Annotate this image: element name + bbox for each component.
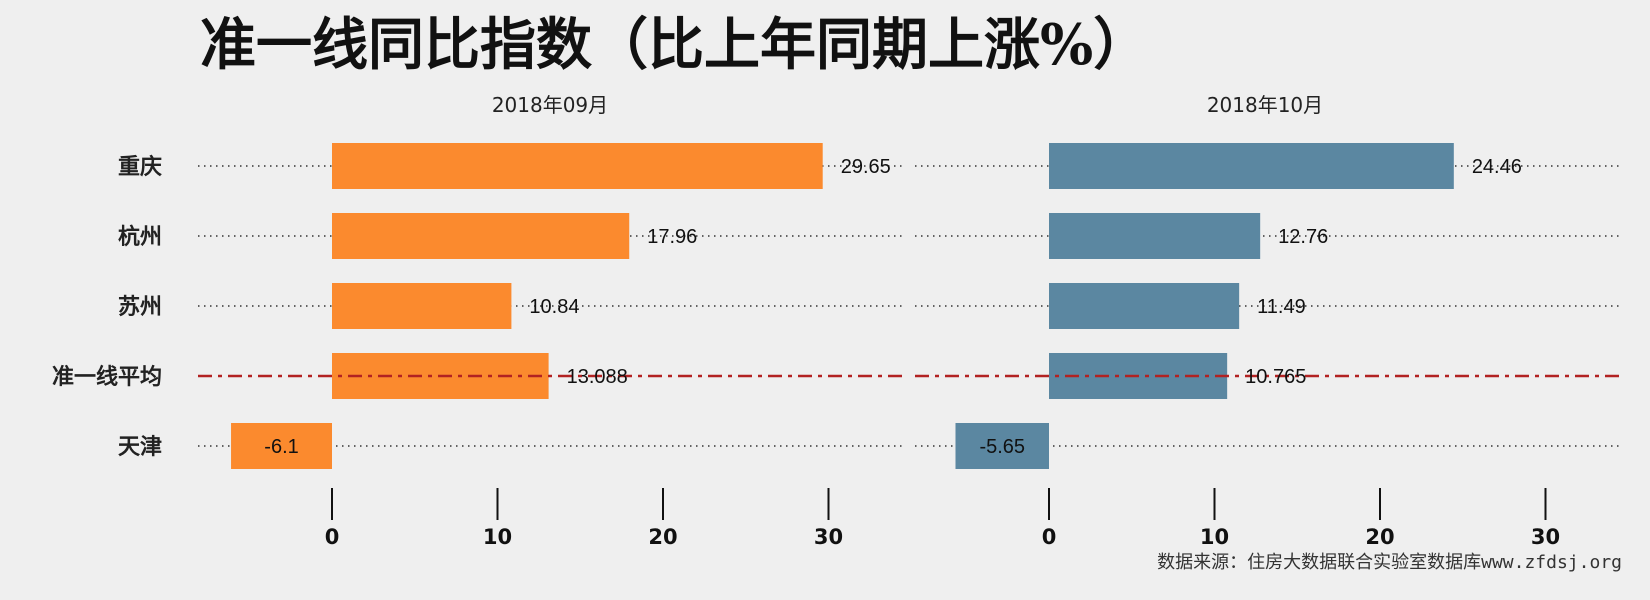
x-tick-label: 0: [325, 525, 340, 549]
category-label: 重庆: [118, 154, 162, 180]
value-label: 17.96: [647, 226, 697, 248]
x-tick-label: 10: [1200, 525, 1229, 549]
x-tick-label: 20: [648, 525, 677, 549]
panel-title: 2018年09月: [492, 93, 608, 117]
panel-2: 2018年10月 24.46 12.76 11.49 10.765 -5.65 0 10 20 3…: [915, 93, 1622, 549]
value-label: 11.49: [1257, 296, 1306, 318]
panel-1: 2018年09月 29.65 17.96 10.84 13.088 -6.1 0 10 20 30: [198, 93, 905, 549]
bar: [1049, 213, 1261, 259]
bar: [1049, 143, 1454, 189]
value-label: 29.65: [841, 156, 891, 178]
value-label: -6.1: [264, 436, 298, 458]
value-label: 13.088: [567, 366, 628, 388]
source-note: 数据来源：住房大数据联合实验室数据库www.zfdsj.org: [1157, 552, 1622, 573]
value-label: 24.46: [1472, 156, 1522, 178]
value-label: 10.84: [529, 296, 579, 318]
panel-title: 2018年10月: [1207, 93, 1323, 117]
category-label: 天津: [118, 434, 162, 460]
bar: [332, 283, 512, 329]
value-label: -5.65: [979, 436, 1025, 458]
category-label: 苏州: [118, 294, 162, 320]
bar: [332, 213, 630, 259]
bar: [332, 143, 823, 189]
x-tick-label: 30: [1531, 525, 1560, 549]
x-tick-label: 20: [1365, 525, 1394, 549]
category-label: 准一线平均: [52, 364, 162, 390]
x-tick-label: 0: [1042, 525, 1057, 549]
bar: [1049, 283, 1240, 329]
x-tick-label: 10: [483, 525, 512, 549]
bar: [231, 423, 332, 469]
chart-title: 准一线同比指数（比上年同期上涨%）: [200, 12, 1149, 78]
x-tick-label: 30: [814, 525, 843, 549]
bar: [955, 423, 1049, 469]
value-label: 10.765: [1245, 366, 1306, 388]
category-label: 杭州: [118, 224, 162, 250]
value-label: 12.76: [1278, 226, 1328, 248]
